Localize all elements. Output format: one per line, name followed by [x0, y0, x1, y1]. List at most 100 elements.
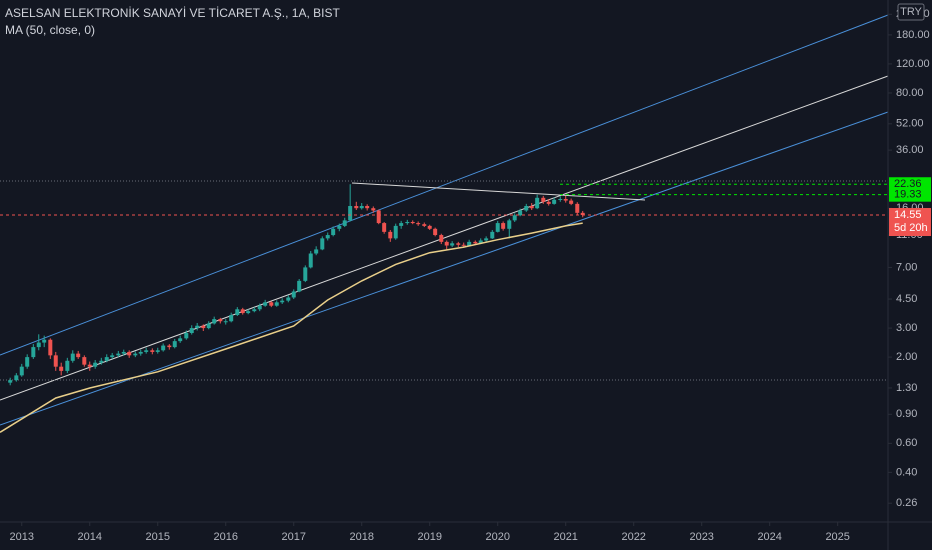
candle-body: [252, 309, 257, 312]
x-tick-label: 2023: [689, 531, 713, 543]
candle-body: [269, 302, 274, 306]
candle-body: [280, 300, 285, 303]
price-label-box: [889, 208, 931, 237]
candle-body: [331, 228, 336, 236]
candle-body: [535, 197, 540, 209]
candle-body: [263, 302, 268, 306]
x-tick-label: 2013: [10, 531, 34, 543]
x-tick-label: 2017: [281, 531, 305, 543]
price-label: 14.55: [894, 209, 922, 221]
candle-body: [150, 350, 155, 352]
countdown: 5d 20h: [894, 222, 928, 234]
y-tick-label: 52.00: [896, 118, 924, 130]
candle-body: [325, 235, 330, 239]
candle-body: [127, 351, 132, 356]
candle-body: [422, 224, 427, 226]
x-tick-label: 2021: [553, 531, 577, 543]
y-tick-label: 180.00: [896, 29, 930, 41]
candle-body: [19, 366, 24, 376]
candle-body: [104, 357, 109, 361]
candle-body: [42, 339, 47, 343]
channel-upper: [0, 14, 889, 356]
y-tick-label: 2.00: [896, 351, 917, 363]
candle-body: [31, 347, 36, 358]
candle-body: [569, 200, 574, 204]
candle-body: [82, 357, 87, 365]
candle-body: [546, 201, 551, 204]
candle-body: [161, 345, 166, 351]
candle-body: [359, 206, 364, 209]
candle-body: [36, 342, 41, 348]
candle-body: [575, 203, 580, 213]
candle-body: [518, 210, 523, 216]
candle-body: [116, 353, 121, 356]
x-tick-label: 2014: [78, 531, 102, 543]
y-tick-label: 3.00: [896, 322, 917, 334]
candle-body: [467, 241, 472, 246]
candle-body: [461, 244, 466, 246]
candle-body: [399, 223, 404, 226]
candle-body: [456, 243, 461, 245]
candle-body: [87, 364, 92, 367]
candle-body: [529, 206, 534, 209]
y-tick-label: 36.00: [896, 144, 924, 156]
candle-body: [218, 319, 223, 322]
candle-body: [240, 309, 245, 314]
y-tick-label: 0.60: [896, 437, 917, 449]
x-tick-label: 2022: [621, 531, 645, 543]
candle-body: [450, 243, 455, 246]
candle-body: [342, 220, 347, 226]
candle-body: [59, 366, 64, 371]
candle-body: [257, 305, 262, 310]
candle-body: [178, 338, 183, 342]
moving-average: [0, 222, 583, 433]
candle-body: [393, 225, 398, 239]
currency: TRY: [900, 6, 922, 18]
currency-box: [897, 3, 925, 21]
y-tick-label: 80.00: [896, 87, 924, 99]
y-tick-label: 0.40: [896, 466, 917, 478]
x-tick-label: 2015: [146, 531, 170, 543]
candle-body: [558, 198, 563, 200]
candle-body: [195, 325, 200, 329]
candle-body: [14, 375, 19, 381]
x-tick-label: 2020: [485, 531, 509, 543]
candle-body: [167, 345, 172, 348]
indicator-legend: MA (50, close, 0): [5, 23, 95, 37]
candle-body: [580, 212, 585, 216]
candle-body: [473, 241, 478, 244]
candle-body: [212, 319, 217, 324]
candle-body: [206, 323, 211, 329]
candle-body: [235, 309, 240, 316]
chart-title: ASELSAN ELEKTRONİK SANAYİ VE TİCARET A.Ş…: [5, 6, 340, 20]
candle-body: [410, 221, 415, 224]
candle-body: [223, 321, 228, 323]
y-tick-label: 4.50: [896, 293, 917, 305]
candle-body: [274, 302, 279, 306]
x-tick-label: 2024: [757, 531, 781, 543]
candle-body: [99, 360, 104, 363]
price-label: 19.33: [894, 189, 922, 201]
candle-body: [121, 351, 126, 354]
candle-body: [48, 339, 53, 356]
candle-body: [133, 353, 138, 356]
candle-body: [478, 240, 483, 244]
price-label: 22.36: [894, 178, 922, 190]
candle-body: [76, 353, 81, 358]
candle-body: [184, 333, 189, 339]
candle-body: [308, 253, 313, 268]
candle-body: [405, 221, 410, 224]
candle-body: [439, 235, 444, 242]
candle-body: [416, 223, 421, 225]
candle-body: [348, 206, 353, 221]
candle-body: [189, 328, 194, 334]
candle-body: [291, 291, 296, 298]
candle-body: [512, 215, 517, 221]
candle-body: [25, 357, 30, 367]
price-label-box: [889, 187, 931, 202]
candle-body: [484, 238, 489, 241]
candle-body: [70, 353, 75, 361]
x-tick-label: 2025: [825, 531, 849, 543]
candle-body: [286, 297, 291, 301]
